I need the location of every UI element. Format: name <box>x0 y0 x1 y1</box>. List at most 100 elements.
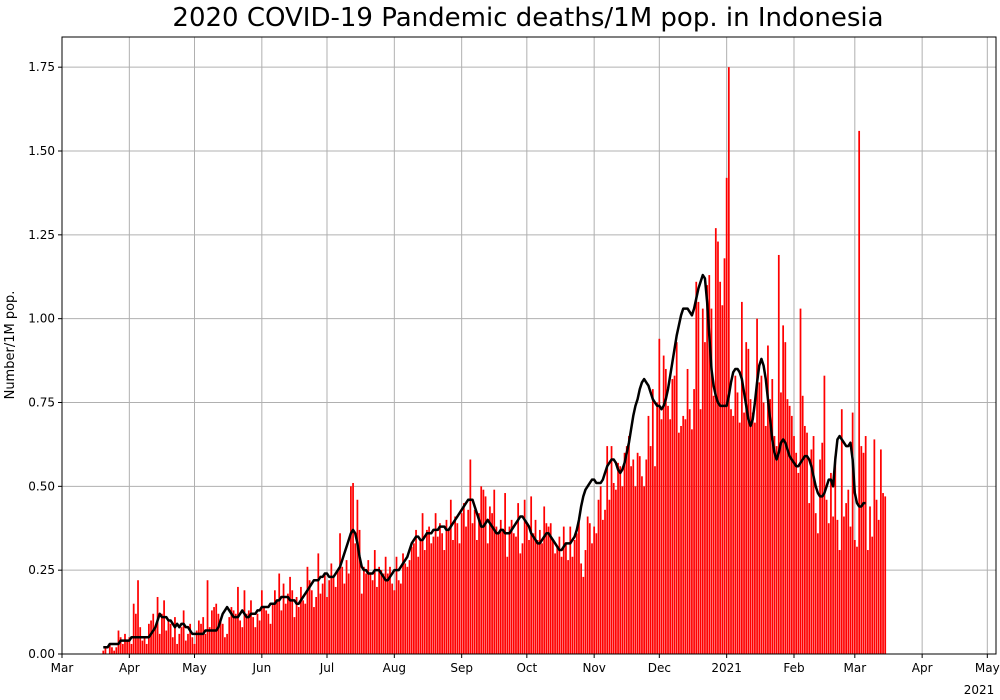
bar <box>245 613 248 654</box>
bar <box>536 539 539 654</box>
bar <box>569 526 572 654</box>
bar <box>693 389 695 654</box>
moving-average-line <box>103 273 866 649</box>
bar <box>476 539 478 654</box>
bar <box>371 580 374 654</box>
bar <box>350 486 352 654</box>
bar <box>306 566 309 654</box>
bar <box>408 560 411 654</box>
bar <box>701 308 704 654</box>
bar <box>504 493 506 654</box>
bar <box>271 603 274 654</box>
bar <box>171 637 174 654</box>
bar-series <box>102 67 887 655</box>
bar <box>113 650 115 654</box>
bar <box>297 607 300 654</box>
bar <box>187 633 189 654</box>
bar <box>856 546 858 654</box>
chart-title: 2020 COVID-19 Pandemic deaths/1M pop. in… <box>172 3 883 33</box>
bar <box>197 620 200 654</box>
bar <box>597 499 600 654</box>
bar <box>678 432 680 654</box>
bar <box>230 607 233 654</box>
bar <box>825 499 828 654</box>
x-tick-label: Jul <box>319 661 334 675</box>
bar <box>237 586 239 654</box>
bar <box>452 539 454 654</box>
bar <box>625 446 628 654</box>
bar <box>699 409 702 654</box>
bar <box>163 600 165 654</box>
bar <box>812 436 815 654</box>
bar <box>434 513 437 654</box>
bar <box>243 590 246 654</box>
x-tick-label: Apr <box>912 661 933 675</box>
bar <box>869 506 871 654</box>
bar <box>352 482 354 654</box>
bar <box>165 630 168 654</box>
bar <box>250 600 252 654</box>
bar <box>258 620 261 654</box>
bar <box>567 560 569 654</box>
bar <box>578 519 580 654</box>
bar <box>347 573 350 654</box>
bar <box>126 640 129 654</box>
bar <box>782 325 785 654</box>
bar <box>799 308 802 654</box>
bar <box>363 566 365 654</box>
bar <box>426 529 428 654</box>
bar <box>814 513 817 654</box>
bar <box>645 459 648 654</box>
bar <box>482 489 485 654</box>
bar <box>691 429 693 654</box>
bar <box>228 617 231 654</box>
bar <box>669 419 672 654</box>
bar <box>369 573 372 654</box>
bar <box>582 576 585 655</box>
bar <box>193 643 196 654</box>
bar <box>560 556 563 654</box>
bar <box>161 613 163 654</box>
bar <box>491 513 493 654</box>
bar <box>604 509 606 654</box>
bar <box>512 533 515 654</box>
bar <box>308 580 311 654</box>
bar <box>775 446 778 654</box>
bar <box>154 627 157 654</box>
bar <box>462 503 465 654</box>
bar <box>643 486 645 654</box>
bar <box>460 513 463 654</box>
bar <box>167 620 170 654</box>
bar <box>345 560 348 654</box>
bar <box>571 556 574 654</box>
y-tick-label: 0.75 <box>28 396 55 410</box>
bar <box>721 305 724 654</box>
bar <box>756 318 758 654</box>
bar <box>134 613 137 654</box>
bar <box>808 503 811 654</box>
bar <box>608 499 611 654</box>
bar <box>530 496 533 654</box>
bar <box>732 415 735 654</box>
bar <box>265 610 268 654</box>
bar <box>764 425 767 654</box>
bar <box>558 536 561 654</box>
bar <box>378 566 380 654</box>
bar <box>447 529 450 654</box>
bar <box>478 513 480 654</box>
bar <box>651 389 654 654</box>
bar <box>124 633 126 654</box>
bar <box>882 493 884 654</box>
bar <box>332 576 335 655</box>
bar <box>710 308 713 654</box>
bar <box>399 583 402 654</box>
bar <box>619 466 622 654</box>
bar <box>287 593 289 654</box>
bar <box>523 499 526 654</box>
bar <box>762 402 765 654</box>
bar <box>875 499 878 654</box>
bar <box>595 533 598 654</box>
bar <box>712 395 715 654</box>
bar <box>754 422 756 655</box>
